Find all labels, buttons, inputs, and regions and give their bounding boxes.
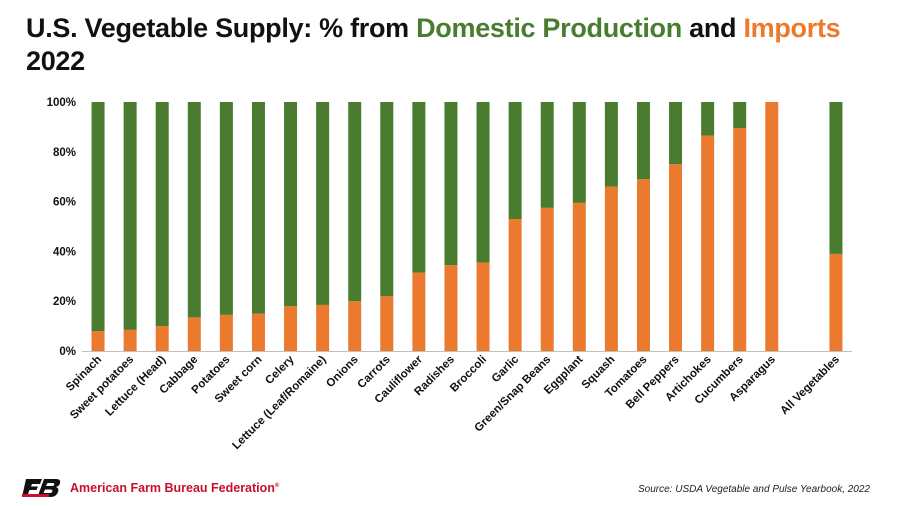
bar-imports bbox=[540, 207, 554, 351]
bar-domestic bbox=[380, 102, 394, 297]
afbf-logo-icon bbox=[22, 479, 61, 497]
title-imports: Imports bbox=[743, 13, 841, 43]
bar-imports bbox=[187, 317, 201, 351]
bar-domestic bbox=[636, 102, 650, 180]
y-tick-label: 0% bbox=[59, 346, 76, 358]
bar-imports bbox=[572, 202, 586, 351]
bar-imports bbox=[604, 186, 618, 351]
bar-imports bbox=[316, 304, 330, 351]
bar-imports bbox=[155, 326, 169, 351]
bar-imports bbox=[251, 313, 265, 351]
bar-domestic bbox=[412, 102, 426, 273]
bar-domestic bbox=[284, 102, 298, 307]
bar-imports bbox=[636, 179, 650, 351]
title-domestic: Domestic Production bbox=[416, 13, 682, 43]
bar-imports bbox=[765, 102, 779, 351]
title-year: 2022 bbox=[26, 46, 85, 76]
bar-domestic bbox=[669, 102, 683, 165]
bar-imports bbox=[380, 296, 394, 351]
registered-mark: ® bbox=[274, 482, 280, 489]
bar-imports bbox=[444, 265, 458, 351]
y-tick-label: 100% bbox=[47, 97, 76, 109]
bar-imports bbox=[669, 164, 683, 351]
bar-imports bbox=[123, 329, 137, 351]
bar-domestic bbox=[219, 102, 233, 315]
bar-imports bbox=[508, 219, 522, 351]
bar-domestic bbox=[123, 102, 137, 330]
bar-domestic bbox=[91, 102, 105, 332]
bar-imports bbox=[219, 314, 233, 351]
bar-imports bbox=[701, 135, 715, 351]
bar-domestic bbox=[829, 102, 843, 254]
bar-domestic bbox=[348, 102, 362, 302]
y-tick-label: 60% bbox=[53, 197, 76, 209]
afbf-logo: American Farm Bureau Federation® bbox=[22, 478, 279, 498]
bar-imports bbox=[733, 128, 747, 351]
bar-domestic bbox=[701, 102, 715, 136]
bar-domestic bbox=[155, 102, 169, 327]
x-tick-label: Onions bbox=[324, 354, 361, 391]
bar-domestic bbox=[572, 102, 586, 203]
bar-imports bbox=[476, 262, 490, 351]
bar-domestic bbox=[733, 102, 747, 129]
bar-imports bbox=[91, 331, 105, 351]
chart-title: U.S. Vegetable Supply: % from Domestic P… bbox=[26, 12, 896, 78]
x-tick-label: All Vegetables bbox=[778, 354, 842, 418]
y-tick-label: 80% bbox=[53, 147, 76, 159]
source-note: Source: USDA Vegetable and Pulse Yearboo… bbox=[637, 484, 870, 495]
y-tick-label: 20% bbox=[53, 296, 76, 308]
bar-imports bbox=[412, 272, 426, 351]
bar-domestic bbox=[444, 102, 458, 266]
bar-domestic bbox=[508, 102, 522, 220]
bar-domestic bbox=[316, 102, 330, 305]
bar-imports bbox=[829, 253, 843, 351]
bar-imports bbox=[284, 306, 298, 351]
bar-domestic bbox=[604, 102, 618, 187]
y-tick-label: 40% bbox=[53, 246, 76, 258]
title-prefix: U.S. Vegetable Supply: % from bbox=[26, 13, 417, 43]
title-and: and bbox=[681, 13, 744, 43]
bar-domestic bbox=[187, 102, 201, 318]
bar-domestic bbox=[540, 102, 554, 208]
bar-domestic bbox=[476, 102, 490, 263]
bar-domestic bbox=[251, 102, 265, 314]
org-name: American Farm Bureau Federation® bbox=[70, 481, 280, 495]
bar-imports bbox=[348, 301, 362, 351]
